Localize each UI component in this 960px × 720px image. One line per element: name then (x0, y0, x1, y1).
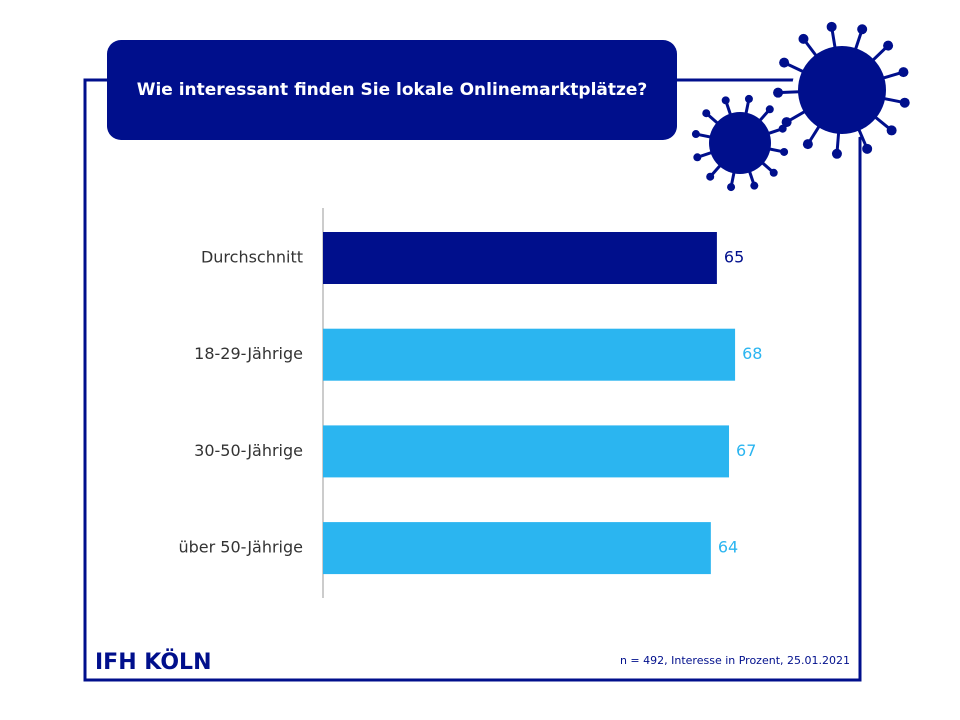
logo: IFH KÖLN (95, 649, 211, 675)
virus-knob (691, 130, 700, 139)
category-label: über 50-Jährige (178, 538, 303, 557)
virus-knob (773, 87, 784, 98)
virus-knob (693, 153, 702, 162)
value-label: 68 (742, 344, 762, 363)
virus-knob (826, 21, 837, 32)
value-label: 64 (718, 538, 738, 557)
virus-body (798, 46, 886, 134)
category-label: 18-29-Jährige (194, 344, 303, 363)
virus-knob (899, 97, 910, 108)
virus-knob (780, 147, 789, 156)
bar (323, 232, 717, 284)
virus-knob (750, 181, 759, 190)
virus-knob (706, 172, 715, 181)
virus-knob (744, 94, 753, 103)
virus-knob (898, 67, 909, 78)
virus-knob (862, 143, 873, 154)
virus-knob (727, 183, 736, 192)
virus-knob (765, 105, 774, 114)
bar (323, 425, 730, 478)
virus-knob (802, 139, 813, 150)
virus-knob (702, 109, 711, 118)
virus-knob (769, 168, 778, 177)
virus-knob (779, 57, 790, 68)
value-label: 65 (724, 248, 744, 267)
chart-title: Wie interessant finden Sie lokale Online… (137, 80, 648, 100)
virus-knob (781, 117, 792, 128)
title-box (107, 40, 677, 140)
virus-knob (883, 40, 894, 51)
virus-knob (886, 125, 897, 136)
bar (323, 522, 711, 575)
virus-knob (721, 96, 730, 105)
category-label: 30-50-Jährige (194, 441, 303, 460)
virus-knob (831, 148, 842, 159)
virus-icons (691, 21, 910, 192)
virus-body (709, 112, 771, 174)
virus-knob (798, 33, 809, 44)
virus-knob (857, 24, 868, 35)
footnote: n = 492, Interesse in Prozent, 25.01.202… (620, 654, 850, 667)
value-label: 67 (736, 441, 756, 460)
bar (323, 328, 736, 381)
virus-knob (778, 124, 787, 133)
category-label: Durchschnitt (201, 248, 303, 267)
